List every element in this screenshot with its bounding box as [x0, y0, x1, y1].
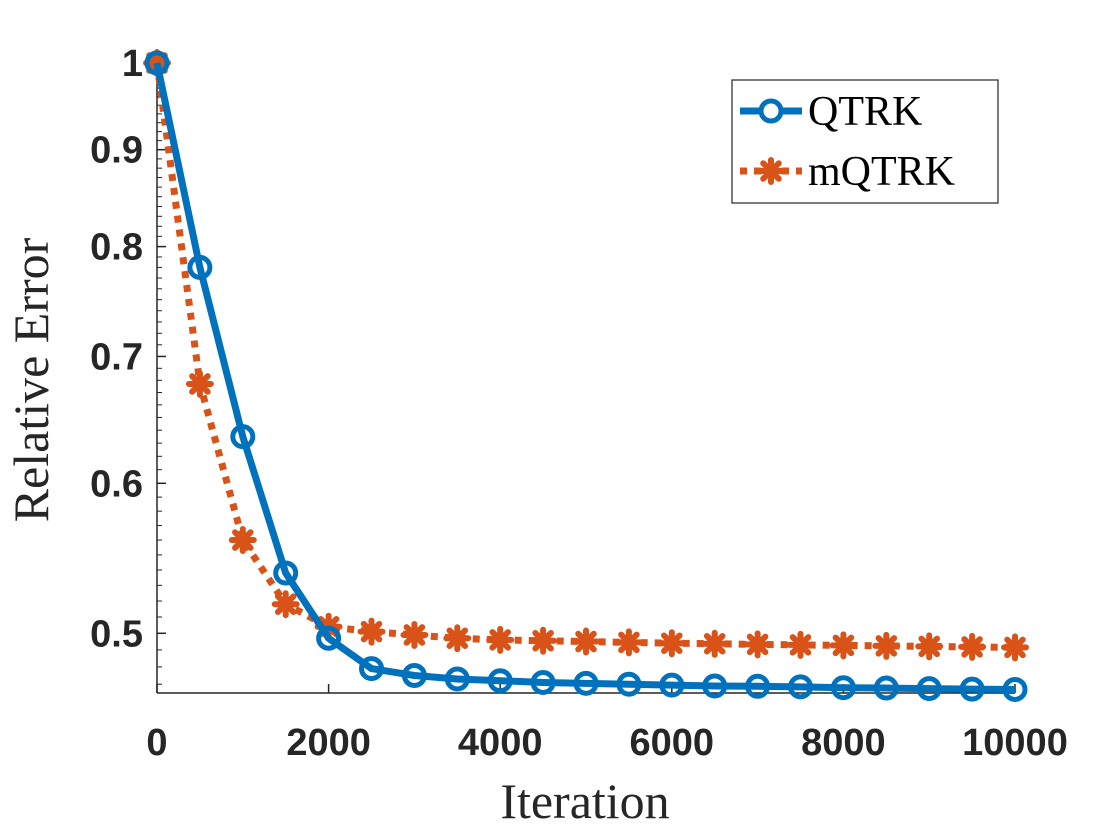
y-tick-label: 1	[122, 43, 143, 85]
x-tick-label: 0	[146, 722, 167, 764]
y-tick-label: 0.8	[90, 227, 143, 269]
data-point	[657, 629, 686, 658]
series-mqtrk	[143, 49, 1029, 662]
data-point	[872, 631, 901, 660]
data-point	[187, 254, 213, 280]
data-point	[786, 630, 815, 659]
data-point	[572, 627, 600, 656]
data-point	[702, 673, 728, 699]
data-point	[230, 424, 256, 450]
y-tick-label: 0.9	[90, 130, 143, 172]
data-point	[443, 624, 472, 653]
data-point	[614, 628, 643, 657]
data-point	[659, 672, 685, 698]
data-point	[401, 662, 427, 688]
y-tick-label: 0.6	[90, 463, 143, 505]
y-tick-label: 0.7	[90, 336, 143, 378]
legend-marker	[757, 157, 785, 185]
data-point	[829, 631, 858, 660]
data-point	[743, 630, 772, 659]
x-tick-label: 10000	[962, 722, 1068, 764]
legend-entry-qtrk: QTRK	[740, 89, 922, 135]
data-point	[573, 670, 599, 696]
plot-area	[143, 49, 1029, 702]
data-point	[316, 625, 342, 651]
data-point	[873, 675, 899, 701]
data-point	[788, 674, 813, 700]
data-point	[400, 620, 429, 649]
series-qtrk	[144, 50, 1028, 702]
x-tick-label: 8000	[801, 722, 886, 764]
data-point	[228, 526, 257, 555]
data-point	[273, 560, 299, 586]
data-point	[700, 629, 729, 658]
x-tick-label: 6000	[630, 722, 715, 764]
data-point	[616, 671, 642, 697]
legend: QTRK mQTRK	[731, 79, 999, 204]
data-point	[745, 673, 771, 699]
data-point	[530, 669, 556, 695]
x-tick-label: 2000	[286, 722, 371, 764]
x-tick-label: 4000	[458, 722, 543, 764]
data-point	[144, 50, 170, 76]
y-tick-label: 0.5	[90, 613, 143, 655]
data-point	[185, 369, 214, 398]
data-point	[271, 590, 300, 619]
data-point	[359, 656, 384, 682]
data-point	[1001, 633, 1029, 662]
data-point	[529, 626, 558, 655]
series-line	[153, 62, 1016, 693]
data-point	[915, 632, 944, 661]
data-point	[916, 676, 942, 702]
legend-marker	[758, 98, 784, 124]
data-point	[1002, 676, 1028, 702]
data-point	[959, 676, 985, 702]
legend-label: QTRK	[808, 89, 922, 135]
legend-label: mQTRK	[808, 149, 955, 195]
x-axis-title: Iteration	[500, 773, 669, 829]
y-axis-title: Relative Error	[3, 237, 59, 522]
axes: 0 2000 4000 6000 8000 10000 0.5 0.6 0.7 0.8 0.9 1	[90, 43, 1068, 764]
data-point	[486, 625, 515, 654]
legend-entry-mqtrk: mQTRK	[740, 149, 955, 195]
data-point	[830, 675, 856, 701]
data-point	[487, 668, 513, 694]
data-point	[444, 666, 470, 692]
data-point	[357, 617, 386, 646]
data-point	[958, 632, 987, 661]
